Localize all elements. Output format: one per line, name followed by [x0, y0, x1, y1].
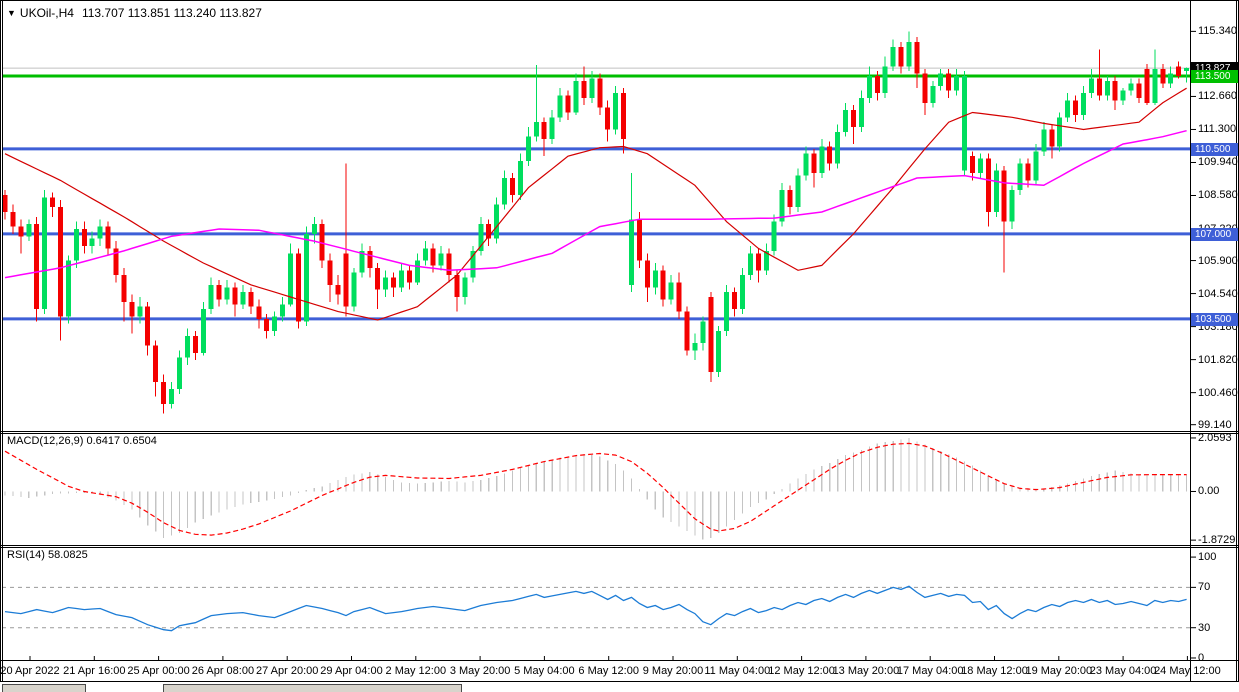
- taskbar-tab-1[interactable]: [2, 684, 86, 692]
- hline-price-tag: 110.500: [1191, 143, 1238, 156]
- time-axis-label: 11 May 04:00: [704, 665, 771, 677]
- rsi-tick-label: 0: [1198, 651, 1205, 664]
- macd-tick-label: 0.00: [1198, 485, 1220, 498]
- time-axis-label: 17 May 04:00: [896, 665, 964, 677]
- time-axis-label: 6 May 12:00: [578, 665, 639, 677]
- macd-histogram: [4, 438, 1188, 540]
- price-tick-label: 101.820: [1198, 353, 1238, 366]
- time-axis-label: 29 Apr 04:00: [320, 665, 383, 677]
- time-axis-label: 3 May 20:00: [449, 665, 511, 677]
- rsi-line: [4, 585, 1187, 632]
- time-axis-label: 25 Apr 00:00: [127, 665, 190, 677]
- time-axis-label: 26 Apr 08:00: [191, 665, 255, 677]
- price-tick-label: 109.940: [1198, 156, 1238, 169]
- price-tick-label: 111.300: [1198, 123, 1237, 136]
- macd-signal-line: [4, 442, 1187, 536]
- rsi-level-lines: [2, 586, 1190, 629]
- ma-fast-line: [4, 87, 1187, 321]
- ma-slow-line: [4, 129, 1187, 279]
- taskbar-strip: [0, 682, 1239, 692]
- taskbar-tab-2[interactable]: [163, 684, 462, 692]
- time-axis-label: 9 May 20:00: [642, 665, 704, 677]
- axis-ticks: [29, 30, 1196, 661]
- chart-header: ▼ UKOil-,H4 113.707 113.851 113.240 113.82…: [7, 6, 262, 20]
- ohlc-values-label: 113.707 113.851 113.240 113.827: [81, 6, 262, 20]
- time-axis-label: 12 May 12:00: [768, 665, 835, 677]
- time-axis-label: 24 May 12:00: [1154, 665, 1221, 677]
- time-axis-label: 20 Apr 2022: [0, 665, 60, 677]
- time-axis-label: 13 May 20:00: [832, 665, 900, 677]
- time-axis-label: 2 May 12:00: [385, 665, 447, 677]
- hline-price-tag: 107.000: [1191, 228, 1238, 241]
- time-axis-label: 23 May 04:00: [1089, 665, 1157, 677]
- macd-tick-label: -1.8729: [1198, 534, 1236, 547]
- time-axis-label: 5 May 04:00: [514, 665, 575, 677]
- time-axis-label: 27 Apr 20:00: [255, 665, 319, 677]
- time-axis-label: 19 May 20:00: [1025, 665, 1093, 677]
- hline-price-tag: 113.500: [1191, 70, 1238, 83]
- price-tick-label: 108.580: [1198, 189, 1238, 202]
- hline-price-tag: 103.500: [1191, 313, 1238, 326]
- time-axis-label: 18 May 12:00: [961, 665, 1028, 677]
- rsi-tick-label: 70: [1198, 581, 1211, 594]
- price-tick-label: 99.140: [1198, 418, 1232, 431]
- price-tick-label: 100.460: [1198, 386, 1238, 399]
- macd-indicator-label: MACD(12,26,9) 0.6417 0.6504: [7, 435, 157, 447]
- price-tick-label: 115.340: [1198, 25, 1237, 38]
- price-tick-label: 104.540: [1198, 287, 1238, 300]
- macd-tick-label: 2.0593: [1198, 431, 1232, 444]
- rsi-tick-label: 30: [1198, 621, 1211, 634]
- rsi-indicator-label: RSI(14) 58.0825: [7, 549, 88, 561]
- symbol-timeframe-label: UKOil-,H4: [19, 6, 74, 20]
- price-tick-label: 112.660: [1198, 90, 1237, 103]
- price-tick-label: 105.900: [1198, 254, 1238, 267]
- time-axis-label: 21 Apr 16:00: [63, 665, 126, 677]
- candles-layer: [2, 31, 1190, 414]
- symbol-dropdown-icon[interactable]: ▼: [7, 8, 16, 18]
- rsi-tick-label: 100: [1198, 551, 1217, 564]
